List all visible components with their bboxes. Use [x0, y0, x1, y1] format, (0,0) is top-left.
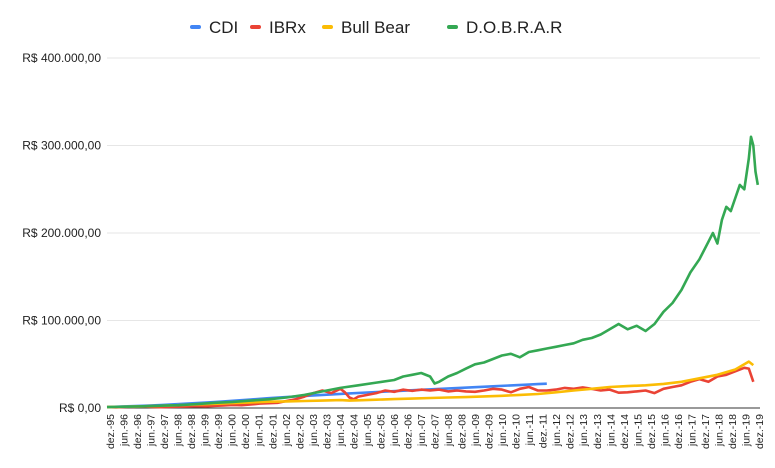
- x-tick-label: jun.-07: [416, 414, 428, 447]
- x-tick-label: jun.-96: [119, 414, 131, 447]
- x-tick-label: jun.-10: [497, 414, 509, 447]
- x-tick-label: dez.-99: [213, 414, 225, 449]
- x-tick-label: jun.-19: [740, 414, 752, 447]
- x-tick-label: jun.-08: [443, 414, 455, 447]
- x-tick-label: dez.-08: [457, 414, 469, 449]
- y-tick-label: R$ 100.000,00: [22, 314, 101, 328]
- x-tick-label: jun.-02: [281, 414, 293, 447]
- x-tick-label: dez.-02: [294, 414, 306, 449]
- series-line-d-o-b-r-a-r: [106, 135, 760, 409]
- x-tick-label: jun.-00: [227, 414, 239, 447]
- series-line-ibrx: [106, 366, 755, 409]
- x-tick-label: dez.-16: [673, 414, 685, 449]
- x-tick-label: jun.-18: [713, 414, 725, 447]
- x-tick-label: jun.-11: [524, 414, 536, 446]
- y-tick-label: R$ 400.000,00: [22, 51, 101, 65]
- x-tick-label: dez.-03: [321, 414, 333, 449]
- x-tick-label: jun.-06: [389, 414, 401, 447]
- x-tick-label: dez.-97: [159, 414, 171, 449]
- x-tick-label: dez.-13: [592, 414, 604, 449]
- legend-label: CDI: [209, 18, 238, 37]
- x-tick-label: jun.-15: [632, 414, 644, 447]
- x-tick-label: jun.-05: [362, 414, 374, 447]
- x-tick-label: dez.-14: [619, 414, 631, 449]
- y-tick-label: R$ 200.000,00: [22, 226, 101, 240]
- x-tick-label: dez.-11: [538, 414, 550, 448]
- x-tick-label: dez.-18: [727, 414, 739, 449]
- x-tick-label: jun.-09: [470, 414, 482, 447]
- y-tick-label: R$ 300.000,00: [22, 139, 101, 153]
- x-tick-label: jun.-17: [686, 414, 698, 447]
- x-tick-label: dez.-10: [511, 414, 523, 449]
- series-line-bull-bear: [106, 360, 755, 409]
- x-axis: dez.-95 jun.-96 dez.-96 jun.-97 dez.-97 jun.-…: [105, 414, 766, 449]
- x-tick-label: jun.-16: [659, 414, 671, 447]
- legend-swatch: [447, 25, 458, 29]
- legend-label: IBRx: [269, 18, 306, 37]
- legend-swatch: [250, 25, 261, 29]
- x-tick-label: dez.-95: [105, 414, 117, 449]
- x-tick-label: jun.-98: [173, 414, 185, 447]
- x-tick-label: dez.-96: [132, 414, 144, 449]
- y-tick-label: R$ 0,00: [59, 401, 101, 415]
- legend: CDI IBRx Bull Bear D.O.B.R.A.R: [190, 18, 562, 37]
- x-tick-label: jun.-99: [200, 414, 212, 447]
- series-lines: [106, 135, 760, 409]
- y-axis: R$ 0,00 R$ 100.000,00 R$ 200.000,00 R$ 300.…: [22, 51, 101, 415]
- x-tick-label: dez.-09: [484, 414, 496, 449]
- x-tick-label: dez.-12: [565, 414, 577, 449]
- x-tick-label: dez.-00: [240, 414, 252, 449]
- legend-label: D.O.B.R.A.R: [466, 18, 562, 37]
- x-tick-label: dez.-01: [267, 414, 279, 449]
- x-tick-label: jun.-13: [578, 414, 590, 447]
- x-tick-label: dez.-06: [402, 414, 414, 449]
- x-tick-label: dez.-07: [430, 414, 442, 449]
- x-tick-label: jun.-01: [254, 414, 266, 447]
- x-tick-label: jun.-14: [605, 414, 617, 447]
- x-tick-label: dez.-17: [700, 414, 712, 449]
- x-tick-label: dez.-15: [646, 414, 658, 449]
- x-tick-label: dez.-19: [754, 414, 766, 449]
- gridlines: [107, 57, 760, 409]
- x-tick-label: dez.-98: [186, 414, 198, 449]
- x-tick-label: jun.-97: [146, 414, 158, 447]
- x-tick-label: jun.-12: [551, 414, 563, 447]
- x-tick-label: dez.-05: [375, 414, 387, 449]
- x-tick-label: jun.-03: [308, 414, 320, 447]
- legend-label: Bull Bear: [341, 18, 410, 37]
- legend-swatch: [322, 25, 333, 29]
- x-tick-label: dez.-04: [348, 414, 360, 449]
- x-tick-label: jun.-04: [335, 414, 347, 447]
- legend-swatch: [190, 25, 201, 29]
